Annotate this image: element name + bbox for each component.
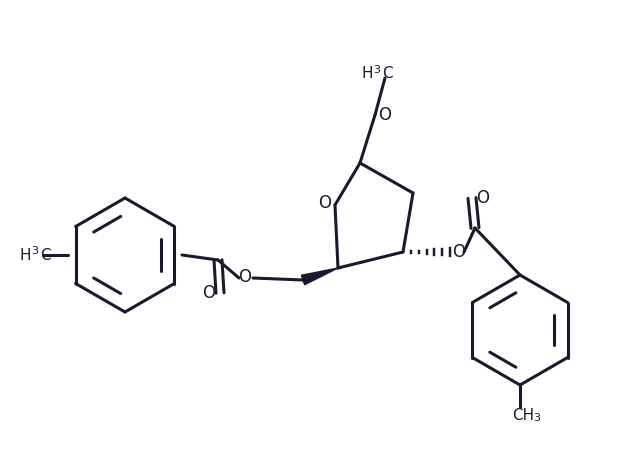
Text: H: H bbox=[19, 248, 31, 263]
Polygon shape bbox=[301, 268, 338, 285]
Text: C: C bbox=[381, 65, 392, 80]
Text: O: O bbox=[319, 194, 332, 212]
Text: C: C bbox=[40, 248, 51, 263]
Text: H: H bbox=[361, 65, 372, 80]
Text: 3: 3 bbox=[374, 65, 381, 75]
Text: 3: 3 bbox=[534, 413, 541, 423]
Text: O: O bbox=[378, 106, 392, 124]
Text: O: O bbox=[202, 284, 216, 302]
Text: 3: 3 bbox=[31, 246, 38, 256]
Text: O: O bbox=[452, 243, 465, 261]
Text: O: O bbox=[477, 189, 490, 207]
Text: O: O bbox=[239, 268, 252, 286]
Text: CH: CH bbox=[512, 407, 534, 423]
